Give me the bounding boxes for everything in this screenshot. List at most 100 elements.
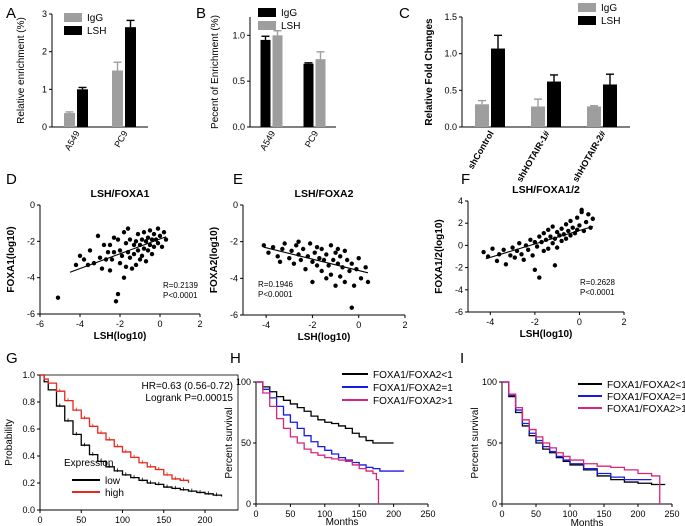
data-point xyxy=(143,239,149,244)
legend-label: FOXA1/FOXA2<1 xyxy=(607,380,685,391)
data-point xyxy=(291,261,297,266)
data-point xyxy=(277,259,283,265)
y-tick-label: 4 xyxy=(458,196,463,206)
y-tick-label: 0.0 xyxy=(22,505,35,515)
data-point xyxy=(97,255,103,260)
y-tick-label: 50 xyxy=(241,438,251,448)
data-point xyxy=(566,228,571,234)
survival-curve xyxy=(40,374,190,483)
y-tick-label: 0 xyxy=(246,499,251,509)
panel-label-e: E xyxy=(233,171,243,188)
data-point xyxy=(107,268,113,273)
x-tick-label: 100 xyxy=(562,509,577,519)
data-point xyxy=(319,268,324,274)
legend-label: FOXA1/FOXA2>1 xyxy=(607,404,685,415)
survival-curve xyxy=(256,381,404,472)
y-axis-title: Relative Fold Changes xyxy=(424,18,435,126)
y-tick-label: 1.0 xyxy=(22,370,35,380)
legend-label: IgG xyxy=(87,13,103,24)
data-point xyxy=(121,230,127,235)
x-tick-label: 2 xyxy=(197,319,202,329)
data-point xyxy=(503,262,509,267)
data-point xyxy=(266,250,271,255)
data-point xyxy=(342,279,348,285)
stat-p: P<0.0001 xyxy=(258,290,293,299)
data-point xyxy=(583,219,589,225)
data-point xyxy=(324,252,329,257)
data-point xyxy=(117,260,123,266)
y-tick-label: 0 xyxy=(233,200,238,210)
stat-r: R=0.2139 xyxy=(163,281,198,290)
data-point xyxy=(321,257,327,263)
data-point xyxy=(133,262,139,268)
chart-b: 0.0 0.5 1.0 Pecent of Enrichment (%) A549 PC9… xyxy=(210,8,336,152)
data-point xyxy=(123,240,129,246)
x-axis-title: LSH(log10) xyxy=(298,332,351,343)
data-point xyxy=(133,239,139,244)
data-point xyxy=(541,248,546,254)
x-tick-label: -4 xyxy=(486,317,494,327)
legend-swatch xyxy=(258,8,276,17)
data-point xyxy=(107,242,113,248)
y-axis-title: Probability xyxy=(4,419,15,466)
data-point xyxy=(151,244,157,249)
y-tick-label: 1.0 xyxy=(232,30,245,40)
data-point xyxy=(147,242,153,248)
data-point xyxy=(559,238,564,244)
x-tick-label: 0 xyxy=(253,509,258,519)
x-tick-label: 150 xyxy=(156,515,171,525)
bar xyxy=(603,84,617,127)
y-tick-label: 2 xyxy=(458,218,463,228)
data-point xyxy=(356,255,361,261)
x-tick-label: 200 xyxy=(197,515,212,525)
legend-label: FOXA1/FOXA2>1 xyxy=(373,396,453,407)
data-point xyxy=(517,240,522,246)
data-point xyxy=(532,267,538,273)
data-point xyxy=(163,237,169,242)
data-point xyxy=(512,255,517,260)
y-axis-title: Pecent of Enrichment (%) xyxy=(210,15,221,129)
bar xyxy=(125,27,136,127)
data-point xyxy=(328,272,334,277)
data-point xyxy=(559,226,564,231)
data-point xyxy=(333,283,338,288)
data-point xyxy=(550,224,555,229)
y-tick-label: 0.5 xyxy=(232,76,245,86)
data-point xyxy=(105,250,111,255)
data-point xyxy=(577,223,582,228)
legend-title: Expression xyxy=(64,458,113,469)
y-tick-label: -2 xyxy=(27,236,35,246)
data-point xyxy=(129,266,135,271)
panel-label-h: H xyxy=(230,350,241,367)
data-point xyxy=(314,263,320,268)
data-point xyxy=(510,245,515,250)
data-point xyxy=(548,234,553,239)
data-point xyxy=(135,231,141,237)
stat-p: P<0.0001 xyxy=(163,291,198,300)
legend-label: FOXA1/FOXA2=1 xyxy=(373,383,453,394)
y-tick-label: -6 xyxy=(455,307,463,317)
y-axis-title: Percent survival xyxy=(224,407,235,478)
panel-label-f: F xyxy=(461,171,470,188)
data-point xyxy=(310,259,315,265)
bar xyxy=(260,39,271,127)
y-tick-label: 100 xyxy=(236,377,251,387)
x-tick-label: 250 xyxy=(420,509,435,519)
x-category-label: A549 xyxy=(63,129,82,152)
panel-label-i: I xyxy=(460,350,464,367)
data-point xyxy=(149,237,155,242)
data-point xyxy=(155,226,161,231)
x-tick-label: -2 xyxy=(308,320,316,330)
data-point xyxy=(541,230,546,236)
x-tick-label: 0 xyxy=(577,317,582,327)
x-category-label: PC9 xyxy=(303,129,320,149)
survival-curve xyxy=(256,381,380,504)
data-point xyxy=(335,246,341,252)
y-tick-label: 3 xyxy=(42,9,47,19)
data-point xyxy=(73,262,79,268)
legend-swatch xyxy=(578,16,596,25)
y-axis-title: FOXA1/2(log10) xyxy=(434,219,445,293)
legend-swatch xyxy=(578,3,596,12)
x-tick-label: -4 xyxy=(262,320,270,330)
